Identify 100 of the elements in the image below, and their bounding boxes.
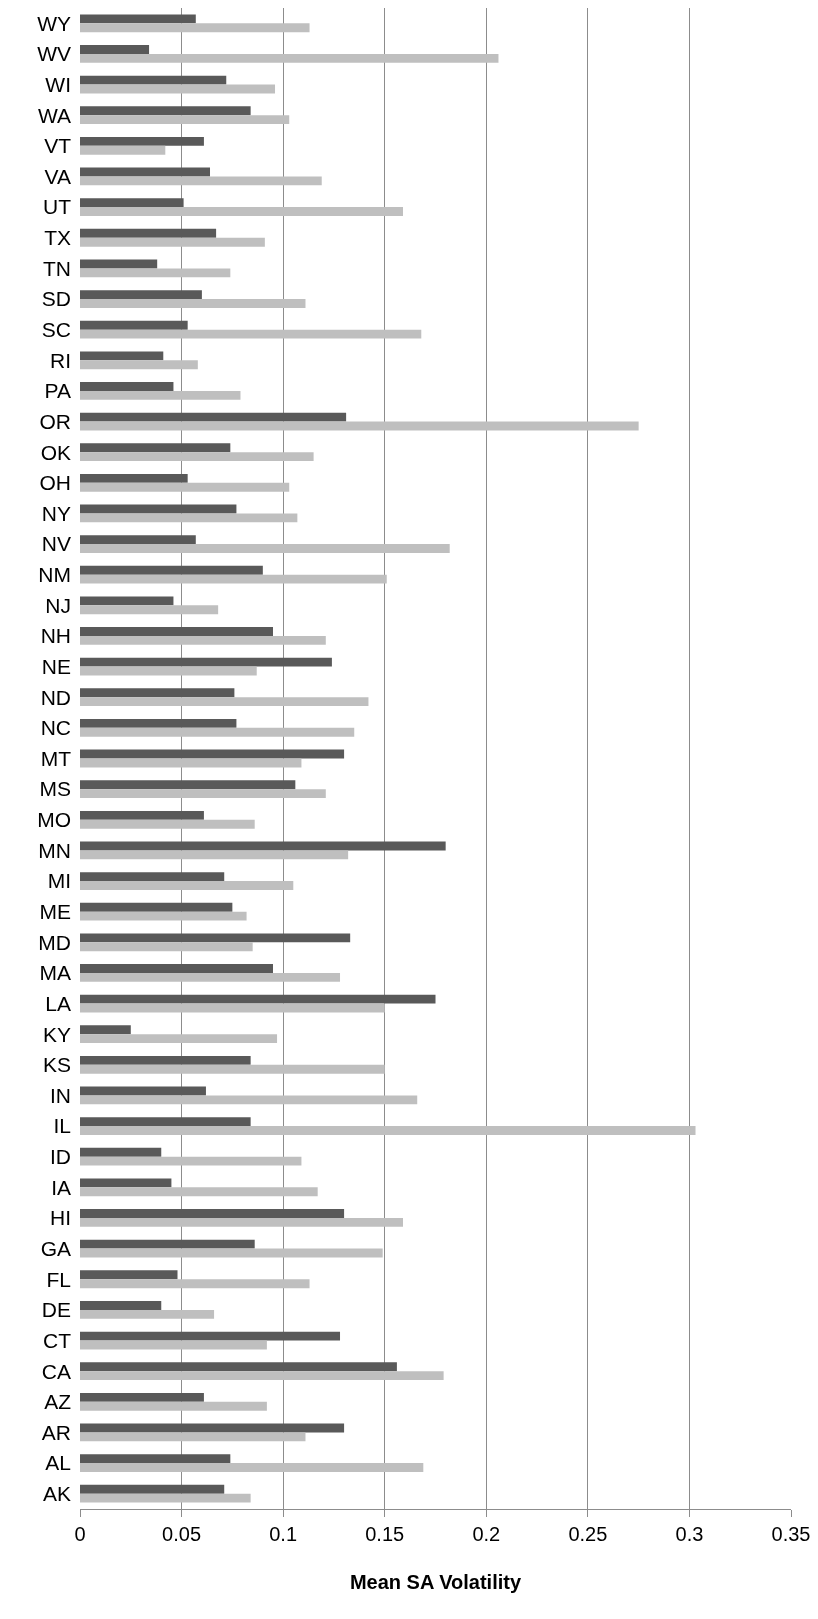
- y-tick-label: OR: [39, 409, 71, 433]
- bar: [80, 574, 387, 584]
- bar: [80, 207, 403, 216]
- bar: [80, 1484, 225, 1494]
- bar: [80, 1187, 318, 1197]
- y-tick-label: SD: [41, 287, 71, 311]
- bar: [80, 718, 237, 728]
- bar: [80, 259, 158, 269]
- y-tick-label: ND: [40, 685, 71, 709]
- bar: [80, 351, 164, 361]
- bar: [80, 482, 290, 492]
- bar: [80, 666, 257, 676]
- y-tick-label: IL: [53, 1114, 71, 1138]
- bar: [80, 1454, 231, 1464]
- bar: [80, 1086, 206, 1096]
- y-tick-label: SC: [41, 317, 71, 341]
- bar: [80, 1034, 278, 1044]
- y-tick-label: MD: [38, 930, 71, 954]
- bar: [80, 1178, 172, 1188]
- y-tick-label: OK: [40, 440, 71, 464]
- bar: [80, 167, 211, 177]
- bar: [80, 198, 184, 208]
- bar: [80, 1055, 251, 1065]
- bar: [80, 382, 174, 391]
- bar: [80, 933, 351, 943]
- bar: [80, 329, 422, 339]
- y-tick-label: WI: [45, 72, 71, 96]
- bar: [80, 1401, 267, 1411]
- y-tick-label: IA: [51, 1175, 71, 1199]
- bar: [80, 53, 499, 63]
- bar: [80, 23, 310, 33]
- bar: [80, 1156, 302, 1166]
- y-tick-label: MN: [38, 838, 71, 862]
- bar: [80, 1331, 341, 1341]
- bar: [80, 727, 355, 737]
- x-tick-label: 0.35: [771, 1523, 811, 1546]
- bar: [80, 1362, 397, 1372]
- bar: [80, 1371, 444, 1381]
- bar: [80, 605, 219, 615]
- bar: [80, 749, 345, 759]
- bar: [80, 360, 198, 370]
- y-tick-label: FL: [46, 1267, 71, 1291]
- y-tick-label: NM: [38, 563, 71, 587]
- bar: [80, 688, 235, 698]
- y-tick-label: HI: [50, 1206, 71, 1230]
- bar: [80, 789, 326, 799]
- y-tick-label: NJ: [45, 593, 71, 617]
- x-tick-label: 0.1: [269, 1523, 298, 1546]
- y-tick-label: VT: [44, 134, 72, 158]
- y-tick-label: ME: [39, 900, 71, 924]
- y-tick-label: UT: [43, 195, 72, 219]
- x-axis-title: Mean SA Volatility: [349, 1570, 522, 1593]
- bar: [80, 504, 237, 514]
- bar: [80, 390, 241, 400]
- bar: [80, 635, 326, 645]
- bar: [80, 1279, 310, 1289]
- bar: [80, 841, 446, 851]
- y-tick-label: VA: [44, 164, 71, 188]
- bar: [80, 106, 251, 116]
- bar: [80, 535, 196, 545]
- bar: [80, 1248, 383, 1258]
- bar: [80, 45, 150, 54]
- y-tick-label: TX: [44, 226, 71, 250]
- y-tick-label: AL: [45, 1451, 71, 1475]
- bar: [80, 964, 273, 973]
- y-tick-label: KY: [42, 1022, 71, 1046]
- bar: [80, 697, 369, 707]
- y-tick-label: MO: [37, 808, 71, 832]
- bar: [80, 14, 196, 24]
- bar: [80, 1117, 251, 1127]
- bar: [80, 902, 233, 912]
- bar: [80, 136, 204, 146]
- bar: [80, 565, 263, 575]
- bar: [80, 911, 247, 921]
- bar: [80, 994, 436, 1004]
- bar: [80, 145, 166, 155]
- y-tick-label: WA: [37, 103, 71, 127]
- x-tick-label: 0.3: [675, 1523, 704, 1546]
- bar: [80, 421, 639, 431]
- y-tick-label: RI: [50, 348, 71, 372]
- bar: [80, 1423, 345, 1433]
- bar: [80, 1003, 385, 1013]
- bar: [80, 1209, 345, 1218]
- y-tick-label: ID: [50, 1145, 71, 1169]
- bar: [80, 1270, 178, 1280]
- bar: [80, 758, 302, 768]
- y-tick-label: MS: [39, 777, 71, 801]
- y-tick-label: OH: [39, 471, 71, 495]
- bar: [80, 596, 174, 606]
- bar: [80, 1340, 267, 1350]
- y-tick-label: KS: [42, 1053, 71, 1077]
- bar: [80, 412, 347, 422]
- y-tick-label: DE: [41, 1298, 71, 1322]
- x-tick-label: 0.2: [472, 1523, 501, 1546]
- bar: [80, 228, 217, 238]
- y-tick-label: NV: [41, 532, 71, 556]
- bar: [80, 290, 202, 300]
- bar: [80, 176, 322, 186]
- bar: [80, 1309, 215, 1319]
- bar: [80, 942, 253, 952]
